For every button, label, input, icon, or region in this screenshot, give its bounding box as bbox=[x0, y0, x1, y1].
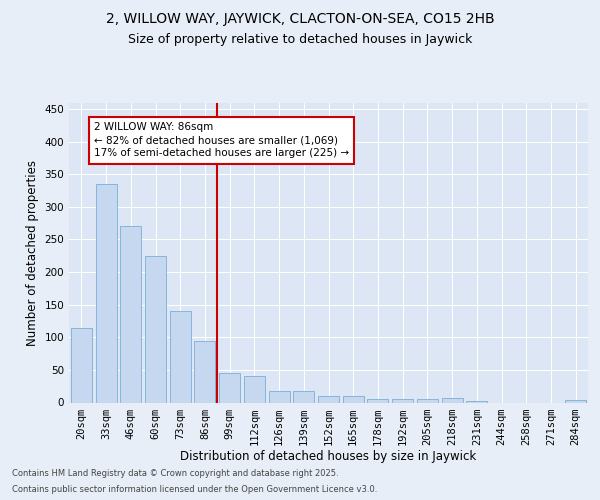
Bar bbox=[392, 398, 413, 402]
Text: 2 WILLOW WAY: 86sqm
← 82% of detached houses are smaller (1,069)
17% of semi-det: 2 WILLOW WAY: 86sqm ← 82% of detached ho… bbox=[94, 122, 349, 158]
Bar bbox=[293, 392, 314, 402]
Bar bbox=[219, 372, 240, 402]
Bar bbox=[367, 398, 388, 402]
Bar bbox=[95, 184, 116, 402]
Bar bbox=[120, 226, 141, 402]
Text: Contains HM Land Registry data © Crown copyright and database right 2025.: Contains HM Land Registry data © Crown c… bbox=[12, 468, 338, 477]
Text: Contains public sector information licensed under the Open Government Licence v3: Contains public sector information licen… bbox=[12, 485, 377, 494]
Bar bbox=[170, 311, 191, 402]
Text: Size of property relative to detached houses in Jaywick: Size of property relative to detached ho… bbox=[128, 32, 472, 46]
X-axis label: Distribution of detached houses by size in Jaywick: Distribution of detached houses by size … bbox=[181, 450, 476, 464]
Bar bbox=[244, 376, 265, 402]
Bar bbox=[343, 396, 364, 402]
Bar bbox=[145, 256, 166, 402]
Bar bbox=[269, 392, 290, 402]
Bar bbox=[565, 400, 586, 402]
Bar bbox=[318, 396, 339, 402]
Bar bbox=[417, 398, 438, 402]
Y-axis label: Number of detached properties: Number of detached properties bbox=[26, 160, 39, 346]
Bar bbox=[71, 328, 92, 402]
Bar bbox=[466, 401, 487, 402]
Bar bbox=[442, 398, 463, 402]
Text: 2, WILLOW WAY, JAYWICK, CLACTON-ON-SEA, CO15 2HB: 2, WILLOW WAY, JAYWICK, CLACTON-ON-SEA, … bbox=[106, 12, 494, 26]
Bar bbox=[194, 340, 215, 402]
